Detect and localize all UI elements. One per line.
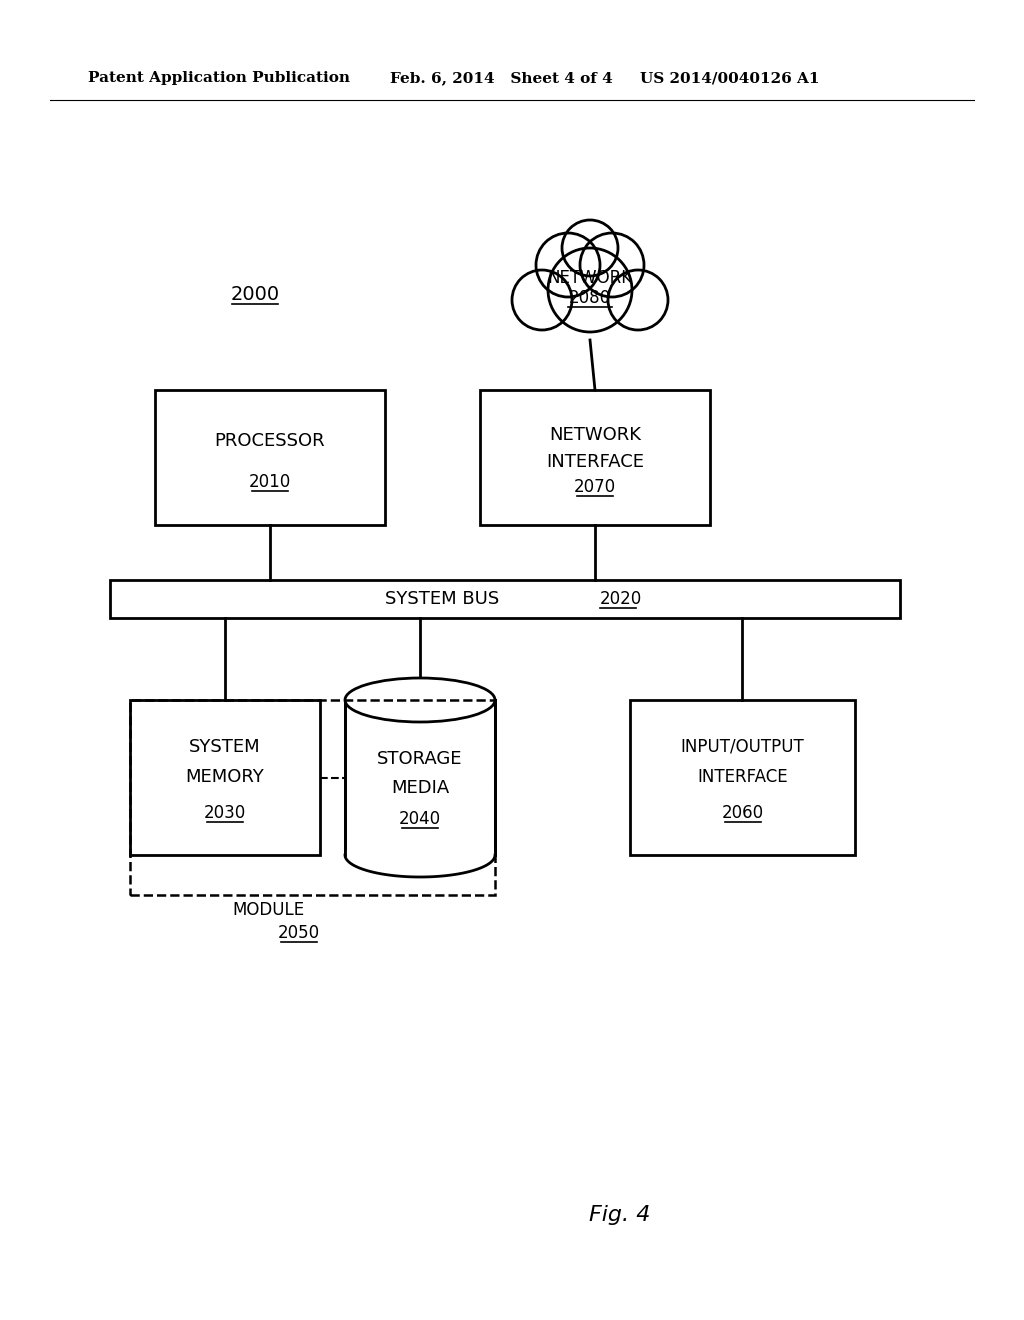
Text: INTERFACE: INTERFACE — [546, 453, 644, 470]
Text: 2070: 2070 — [573, 478, 616, 496]
Text: 2060: 2060 — [722, 804, 764, 822]
Circle shape — [580, 234, 644, 297]
Text: SYSTEM BUS: SYSTEM BUS — [385, 590, 499, 609]
FancyBboxPatch shape — [480, 389, 710, 525]
Circle shape — [608, 271, 668, 330]
Text: 2050: 2050 — [278, 924, 319, 942]
Text: PROCESSOR: PROCESSOR — [215, 433, 326, 450]
Text: MEDIA: MEDIA — [391, 779, 450, 797]
Text: US 2014/0040126 A1: US 2014/0040126 A1 — [640, 71, 819, 84]
FancyBboxPatch shape — [110, 579, 900, 618]
Text: 2080: 2080 — [569, 289, 611, 308]
Text: 2030: 2030 — [204, 804, 246, 822]
Text: NETWORK: NETWORK — [548, 269, 633, 286]
Text: Fig. 4: Fig. 4 — [590, 1205, 650, 1225]
Text: NETWORK: NETWORK — [549, 425, 641, 444]
Text: MODULE: MODULE — [232, 902, 305, 919]
Text: STORAGE: STORAGE — [377, 750, 463, 768]
Text: 2040: 2040 — [399, 810, 441, 829]
Text: Feb. 6, 2014   Sheet 4 of 4: Feb. 6, 2014 Sheet 4 of 4 — [390, 71, 612, 84]
Text: INTERFACE: INTERFACE — [697, 768, 787, 787]
Bar — [345, 700, 495, 855]
Text: MEMORY: MEMORY — [185, 768, 264, 787]
Text: INPUT/OUTPUT: INPUT/OUTPUT — [681, 738, 805, 755]
Ellipse shape — [345, 833, 495, 876]
Text: Patent Application Publication: Patent Application Publication — [88, 71, 350, 84]
Text: 2020: 2020 — [600, 590, 642, 609]
Circle shape — [536, 234, 600, 297]
FancyBboxPatch shape — [130, 700, 319, 855]
FancyBboxPatch shape — [155, 389, 385, 525]
Text: 2010: 2010 — [249, 473, 291, 491]
FancyBboxPatch shape — [630, 700, 855, 855]
Text: 2000: 2000 — [230, 285, 280, 305]
Circle shape — [548, 248, 632, 333]
Circle shape — [562, 220, 618, 276]
Ellipse shape — [345, 678, 495, 722]
Text: SYSTEM: SYSTEM — [189, 738, 261, 755]
Circle shape — [512, 271, 572, 330]
